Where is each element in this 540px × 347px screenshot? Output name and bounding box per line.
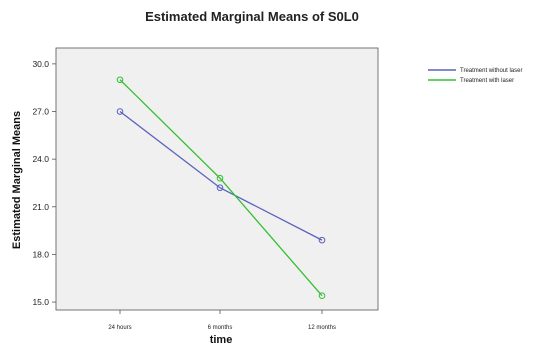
legend-label: Treatment with laser [460, 78, 514, 84]
x-tick-label: 12 months [308, 325, 336, 331]
series-2-point [318, 292, 326, 300]
x-axis-label: time [210, 334, 233, 346]
x-tick-label: 24 hours [108, 325, 131, 331]
y-tick-label: 21.0 [32, 202, 49, 212]
y-axis-label: Estimated Marginal Means [11, 111, 23, 249]
chart-title: Estimated Marginal Means of S0L0 [145, 9, 359, 24]
y-axis: 15.0 18.0 21.0 24.0 27.0 30.0 [32, 59, 56, 307]
series-layer [116, 76, 326, 300]
series-2-point [216, 174, 224, 182]
x-tick-label: 6 months [208, 325, 233, 331]
y-tick-label: 27.0 [32, 107, 49, 117]
series-1-point [216, 184, 224, 192]
series-line-1 [119, 110, 323, 241]
y-tick-label: 18.0 [32, 249, 49, 259]
series-2-point [116, 76, 124, 84]
y-tick-label: 15.0 [32, 297, 49, 307]
x-axis: 24 hours 6 months 12 months [108, 310, 336, 331]
series-line-2 [119, 79, 323, 297]
y-tick-label: 30.0 [32, 59, 49, 69]
y-tick-label: 24.0 [32, 154, 49, 164]
legend: Treatment without laser Treatment with la… [428, 68, 522, 84]
legend-label: Treatment without laser [460, 68, 522, 74]
series-1-point [318, 236, 326, 244]
series-1-point [116, 108, 124, 115]
